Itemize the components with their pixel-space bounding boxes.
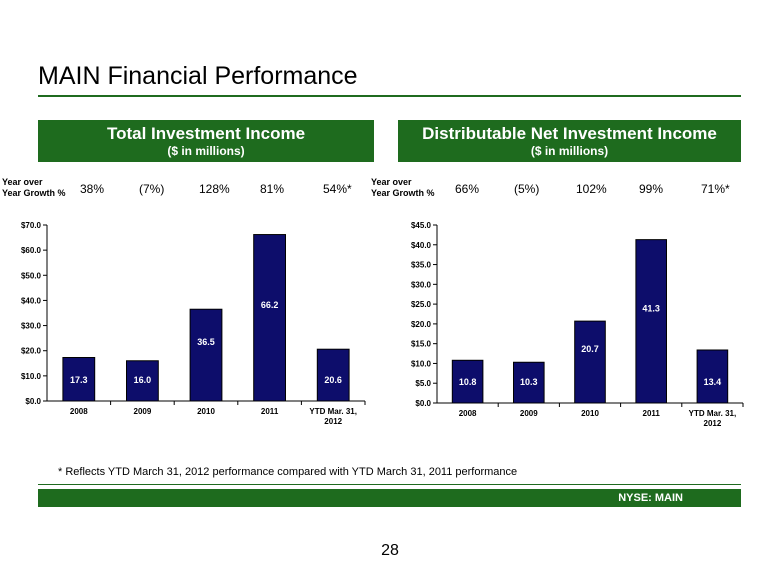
bar [574,320,606,404]
bar [316,348,350,402]
bar-value-label: 13.4 [704,377,722,387]
bar-value-label: 20.6 [324,375,342,385]
right-growth-2011: 99% [639,182,664,196]
right-growth-2008: 66% [455,182,480,196]
y-tick-label: $60.0 [21,246,42,255]
x-tick-label: 2008 [459,409,477,418]
bar-value-label: 10.3 [520,377,538,387]
bar [189,308,223,402]
y-tick-label: $30.0 [21,322,42,331]
page-title: MAIN Financial Performance [38,62,358,90]
right-panel-title: Distributable Net Investment Income [422,124,717,143]
bar [451,359,484,404]
y-tick-label: $10.0 [21,372,42,381]
right-panel-header: Distributable Net Investment Income ($ i… [398,120,741,162]
left-growth-ytd: 54%* [323,182,352,196]
y-tick-label: $0.0 [415,399,431,408]
right-yoy-label-line1: Year over [371,177,412,187]
bar-value-label: 36.5 [197,337,215,347]
y-tick-label: $70.0 [21,221,42,230]
y-tick-label: $20.0 [21,347,42,356]
x-tick-label: 2010 [197,407,215,416]
bar [513,361,545,404]
title-divider [38,95,741,97]
y-tick-label: $40.0 [411,241,432,250]
y-tick-label: $30.0 [411,280,432,289]
y-tick-label: $40.0 [21,296,42,305]
bar-value-label: 16.0 [134,375,152,385]
right-growth-2010: 102% [576,182,607,196]
bar [62,357,96,402]
y-tick-label: $45.0 [411,221,432,230]
y-tick-label: $10.0 [411,359,432,368]
left-growth-2011: 81% [260,182,285,196]
y-tick-label: $50.0 [21,271,42,280]
x-tick-label: 2009 [520,409,538,418]
left-panel-title: Total Investment Income [106,124,306,143]
distributable-nii-chart: $0.0 $5.0 $10.0 $15.0 $20.0 $25.0 $30.0 $35.0 $4… [411,221,744,428]
right-yoy-label: Year over Year Growth % [371,177,435,199]
right-growth-2009: (5%) [514,182,540,196]
bar [635,239,667,404]
x-tick-label: 2011 [643,409,661,418]
left-yoy-label-line2: Year Growth % [2,188,66,198]
right-growth-ytd: 71%* [701,182,730,196]
y-tick-label: $5.0 [415,379,431,388]
ticker-label: NYSE: MAIN [618,492,683,504]
left-yoy-label-line1: Year over [2,177,43,187]
x-tick-label: YTD Mar. 31, 2012 [309,407,357,426]
y-tick-label: $35.0 [411,261,432,270]
left-growth-2009: (7%) [139,182,165,196]
x-tick-label: 2008 [70,407,88,416]
total-investment-income-chart: $0.0 $10.0 $20.0 $30.0 $40.0 $50.0 $60.0 $70.0 1… [21,221,366,426]
bar-value-label: 10.8 [459,377,477,387]
y-tick-label: $0.0 [25,397,41,406]
y-tick-label: $20.0 [411,320,432,329]
bar [126,360,159,402]
y-tick-label: $15.0 [411,340,432,349]
bar-value-label: 66.2 [261,300,279,310]
bar [253,234,286,402]
bar-value-label: 17.3 [70,375,88,385]
y-tick-label: $25.0 [411,300,432,309]
left-panel-subtitle: ($ in millions) [167,144,245,158]
page-number: 28 [381,542,399,559]
footer-bar: NYSE: MAIN [38,489,741,507]
right-yoy-label-line2: Year Growth % [371,188,435,198]
bar-value-label: 20.7 [581,344,599,354]
bar [696,349,729,404]
x-tick-label: 2009 [134,407,152,416]
bar-value-label: 41.3 [642,303,660,313]
left-yoy-label: Year over Year Growth % [2,177,66,199]
left-growth-2008: 38% [80,182,105,196]
right-panel-subtitle: ($ in millions) [530,144,609,158]
x-tick-label: 2011 [261,407,279,416]
left-growth-2010: 128% [199,182,230,196]
footer-divider [38,484,741,485]
footnote: * Reflects YTD March 31, 2012 performanc… [58,466,518,478]
x-tick-label: YTD Mar. 31, 2012 [689,409,737,428]
left-panel-header: Total Investment Income ($ in millions) [38,120,374,162]
x-tick-label: 2010 [581,409,599,418]
